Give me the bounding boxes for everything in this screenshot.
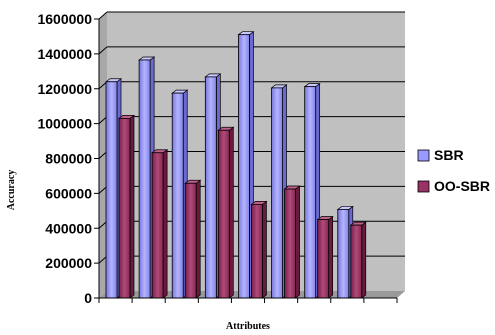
bar-oo-sbr-7 [316, 215, 334, 299]
legend-swatch-sbr [417, 149, 430, 162]
bar-oo-sbr-5 [250, 200, 268, 299]
bars [104, 30, 367, 299]
y-tick-label: 0 [84, 290, 92, 306]
x-axis-title: Attributes [226, 321, 270, 332]
legend-label-sbr: SBR [434, 147, 464, 163]
bar-oo-sbr-4 [217, 126, 235, 299]
y-axis-ticks: 0 200000 400000 600000 800000 1000000 1200000 1… [37, 11, 99, 306]
y-tick-label: 800000 [45, 151, 92, 167]
bar-oo-sbr-1 [117, 114, 136, 299]
bar-oo-sbr-6 [283, 185, 301, 299]
y-tick-label: 600000 [45, 185, 92, 201]
bar-oo-sbr-3 [184, 179, 202, 299]
y-tick-label: 200000 [45, 255, 92, 271]
legend-swatch-oo-sbr [417, 180, 430, 193]
y-tick-label: 1600000 [37, 11, 92, 27]
y-axis-title: Accuracy [6, 170, 17, 211]
gridline-side [98, 46, 108, 55]
bar-oo-sbr-2 [151, 149, 169, 299]
gridline-side [98, 11, 108, 20]
bar-oo-sbr-8 [349, 221, 367, 299]
legend: SBR OO-SBR [417, 147, 490, 194]
y-tick-label: 400000 [45, 220, 92, 236]
x-axis-ticks [98, 298, 398, 303]
y-tick-label: 1200000 [37, 81, 92, 97]
y-tick-label: 1000000 [37, 116, 92, 132]
legend-label-oo-sbr: OO-SBR [434, 178, 490, 194]
y-tick-label: 1400000 [37, 46, 92, 62]
